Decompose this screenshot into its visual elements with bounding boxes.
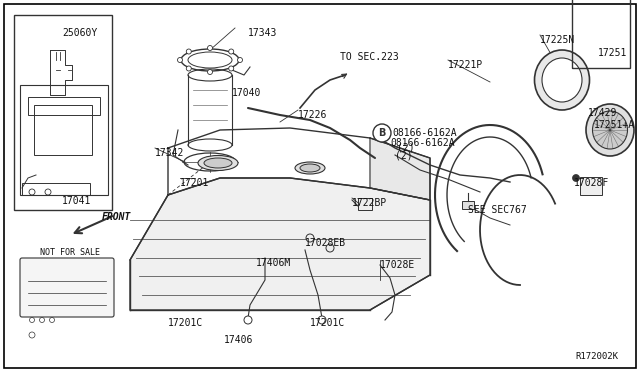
Text: 08166-6162A: 08166-6162A bbox=[392, 128, 456, 138]
Bar bbox=[28, 97, 100, 115]
Text: 17342: 17342 bbox=[155, 148, 184, 158]
FancyBboxPatch shape bbox=[20, 258, 114, 317]
Bar bbox=[34, 105, 92, 155]
Bar bbox=[20, 85, 108, 195]
Text: 17028E: 17028E bbox=[380, 260, 415, 270]
Ellipse shape bbox=[198, 155, 238, 170]
Circle shape bbox=[326, 244, 334, 252]
Ellipse shape bbox=[534, 50, 589, 110]
Ellipse shape bbox=[593, 111, 627, 149]
Text: 17226: 17226 bbox=[298, 110, 328, 120]
Ellipse shape bbox=[295, 162, 325, 174]
Circle shape bbox=[573, 174, 579, 182]
Text: 17201C: 17201C bbox=[168, 318, 204, 328]
Text: NOT FOR SALE: NOT FOR SALE bbox=[40, 248, 100, 257]
Ellipse shape bbox=[586, 104, 634, 156]
Text: 17429: 17429 bbox=[588, 108, 618, 118]
Circle shape bbox=[228, 66, 234, 71]
Circle shape bbox=[177, 58, 182, 62]
Text: (2): (2) bbox=[395, 150, 413, 160]
Text: TO SEC.223: TO SEC.223 bbox=[340, 52, 399, 62]
Text: 17040: 17040 bbox=[232, 88, 261, 98]
Circle shape bbox=[373, 124, 391, 142]
Circle shape bbox=[228, 49, 234, 54]
Circle shape bbox=[207, 70, 212, 74]
Ellipse shape bbox=[300, 164, 320, 172]
Bar bbox=[580, 177, 602, 195]
Text: 17406: 17406 bbox=[224, 335, 253, 345]
Text: 17201C: 17201C bbox=[310, 318, 345, 328]
Text: 1722BP: 1722BP bbox=[352, 198, 387, 208]
Text: 17406M: 17406M bbox=[256, 258, 291, 268]
Circle shape bbox=[186, 66, 191, 71]
Circle shape bbox=[207, 45, 212, 51]
Text: 17251: 17251 bbox=[598, 48, 627, 58]
Text: B: B bbox=[378, 128, 386, 138]
Text: 17221P: 17221P bbox=[448, 60, 483, 70]
Text: 17201: 17201 bbox=[180, 178, 209, 188]
Bar bbox=[358, 198, 372, 210]
Circle shape bbox=[237, 58, 243, 62]
Bar bbox=[22, 183, 90, 195]
Circle shape bbox=[306, 234, 314, 242]
Circle shape bbox=[318, 316, 326, 324]
Text: 17343: 17343 bbox=[248, 28, 277, 38]
Bar bbox=[14, 15, 112, 210]
Bar bbox=[462, 201, 474, 209]
Text: 17225N: 17225N bbox=[540, 35, 575, 45]
Ellipse shape bbox=[542, 58, 582, 102]
Circle shape bbox=[244, 316, 252, 324]
Text: 17041: 17041 bbox=[62, 196, 92, 206]
Bar bbox=[572, 0, 630, 68]
Text: 17028EB: 17028EB bbox=[305, 238, 346, 248]
Circle shape bbox=[186, 49, 191, 54]
Polygon shape bbox=[370, 138, 430, 200]
Text: FRONT: FRONT bbox=[102, 212, 131, 222]
Text: 08166-6162A: 08166-6162A bbox=[390, 138, 454, 148]
Polygon shape bbox=[130, 178, 430, 310]
Text: SEE SEC767: SEE SEC767 bbox=[468, 205, 527, 215]
Text: 25060Y: 25060Y bbox=[62, 28, 97, 38]
Text: R172002K: R172002K bbox=[575, 352, 618, 361]
Text: (2): (2) bbox=[397, 143, 415, 153]
Text: 17028F: 17028F bbox=[574, 178, 609, 188]
Text: 17251+A: 17251+A bbox=[594, 120, 635, 130]
Ellipse shape bbox=[204, 158, 232, 168]
